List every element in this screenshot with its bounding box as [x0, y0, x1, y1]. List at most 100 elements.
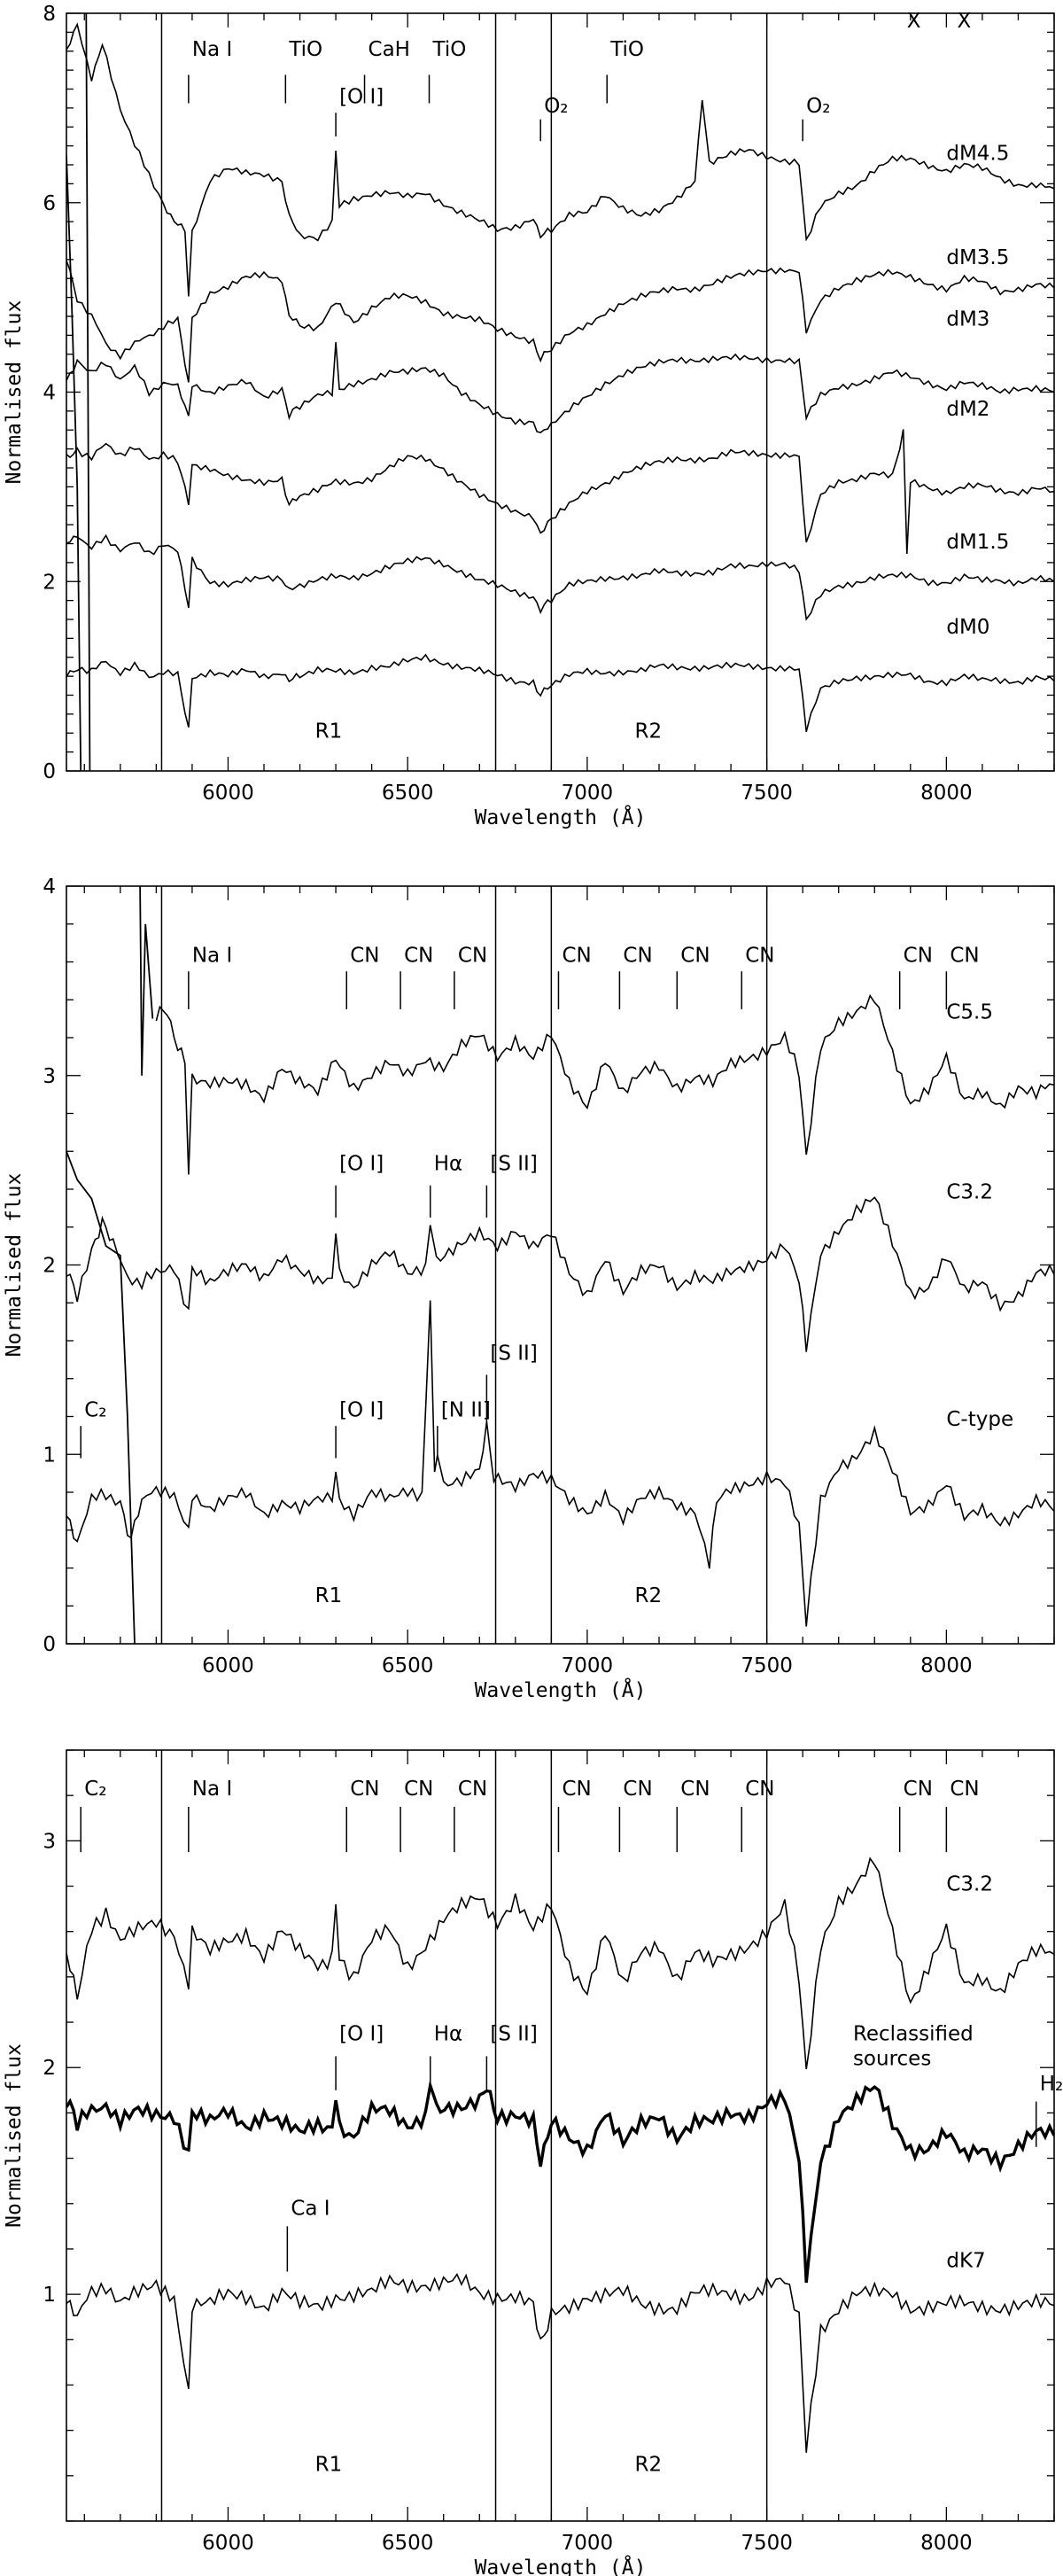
x-tick-label: 6500 — [382, 1654, 434, 1677]
line-annotation-ca-i: Ca I — [291, 2198, 330, 2221]
plot-frame — [66, 885, 1055, 1645]
line-annotation-cn: CN — [745, 1778, 774, 1801]
panel-middle-carbon-spectra: 6000 6500 7000 7500 8000 0 1 2 3 4 Wavelength (Å) N… — [3, 876, 1055, 1702]
line-annotation-s-ii: [S II] — [490, 1342, 537, 1365]
y-tick-label: 8 — [43, 3, 56, 26]
series-label-dm2: dM2 — [946, 398, 989, 421]
panel-top-dm-spectra: 6000 6500 7000 7500 8000 0 2 4 6 8 Wavelength (Å) N… — [3, 3, 1055, 829]
x-axis-label: Wavelength (Å) — [475, 1677, 647, 1702]
series-label-dm1-5: dM1.5 — [946, 531, 1009, 554]
series-label-dm3: dM3 — [946, 308, 989, 331]
spectrum-trace-segment — [85, 13, 91, 771]
x-tick-label: 8000 — [920, 2532, 973, 2555]
line-annotation-cn: CN — [623, 945, 652, 968]
x-tick-label: 8000 — [920, 782, 973, 805]
panel-bottom-reclassified-spectra: 6000 6500 7000 7500 8000 1 2 3 Wavelength (Å) Nor… — [3, 1749, 1063, 2576]
x-tick-label: 7000 — [562, 782, 614, 805]
series-line-c3-2 — [66, 1196, 1054, 1352]
line-annotation-cn: CN — [950, 945, 979, 968]
series-line-dm0 — [66, 653, 1054, 732]
line-annotation-tio: TiO — [432, 38, 467, 61]
line-annotation-c: C₂ — [84, 1778, 106, 1801]
series-line-dm3-5 — [66, 260, 1054, 383]
line-annotation-cn: CN — [623, 1778, 652, 1801]
series-label-c5-5: C5.5 — [946, 1001, 993, 1024]
x-tick-label: 6000 — [202, 1654, 254, 1677]
plot-content — [66, 1750, 1054, 2521]
line-annotation-cn: CN — [458, 945, 487, 968]
x-tick-label: 6000 — [202, 782, 254, 805]
series-label-c-type: C-type — [946, 1408, 1013, 1431]
line-annotation-h: Hα — [434, 1153, 462, 1176]
line-annotation-cn: CN — [404, 1778, 433, 1801]
series-line-dm2 — [66, 429, 1054, 555]
line-annotation-o: O₂ — [806, 95, 830, 118]
region-label-r2: R2 — [635, 720, 663, 743]
line-annotation-cn: CN — [350, 945, 379, 968]
y-tick-label: 2 — [43, 571, 56, 594]
x-tick-label: 6000 — [202, 2532, 254, 2555]
line-annotation-s-ii: [S II] — [490, 2023, 537, 2046]
x-tick-label: 7500 — [741, 782, 793, 805]
line-annotation-x: X — [907, 10, 921, 33]
line-annotation-cn: CN — [562, 1778, 591, 1801]
line-annotation-n-ii: [N II] — [441, 1399, 491, 1422]
line-annotation-na-i: Na I — [192, 38, 232, 61]
x-tick-label: 6500 — [382, 782, 434, 805]
x-tick-label: 7000 — [562, 2532, 614, 2555]
series-line-c5-5 — [155, 993, 1054, 1175]
line-annotation-h-o: H₂O — [1040, 2073, 1063, 2096]
series-line-dm1-5 — [66, 533, 1054, 621]
y-axis-label: Normalised flux — [3, 300, 26, 485]
line-annotation-x: X — [957, 10, 971, 33]
y-tick-label: 2 — [43, 2057, 56, 2080]
x-tick-label: 7500 — [741, 1654, 793, 1677]
plot-content — [66, 886, 1054, 1644]
y-axis-label: Normalised flux — [3, 2043, 26, 2228]
line-annotation-s-ii: [S II] — [490, 1153, 537, 1176]
series-line-dk7 — [66, 2272, 1054, 2453]
line-annotation-c: C₂ — [84, 1399, 106, 1422]
x-axis-label: Wavelength (Å) — [475, 2555, 647, 2576]
line-annotation-cn: CN — [458, 1778, 487, 1801]
spectrum-trace-segment — [66, 1150, 136, 1644]
y-tick-label: 4 — [43, 876, 56, 899]
legend-text-reclassified: Reclassified — [853, 2023, 974, 2046]
line-annotation-o-i: [O I] — [339, 1399, 384, 1422]
series-label-dk7: dK7 — [946, 2249, 985, 2272]
line-annotation-o: O₂ — [544, 95, 568, 118]
plot-content — [66, 13, 1054, 771]
line-annotation-cn: CN — [904, 1778, 933, 1801]
line-annotation-cn: CN — [562, 945, 591, 968]
line-annotation-cn: CN — [404, 945, 433, 968]
line-annotation-tio: TiO — [609, 38, 644, 61]
x-tick-label: 8000 — [920, 1654, 973, 1677]
region-label-r1: R1 — [315, 1584, 343, 1607]
line-annotation-cn: CN — [745, 945, 774, 968]
region-label-r2: R2 — [635, 2454, 663, 2477]
region-label-r2: R2 — [635, 1584, 663, 1607]
y-tick-label: 0 — [43, 760, 56, 783]
series-label-dm3-5: dM3.5 — [946, 246, 1009, 269]
line-annotation-cah: CaH — [369, 38, 410, 61]
line-annotation-tio: TiO — [288, 38, 322, 61]
y-tick-label: 1 — [43, 2284, 56, 2307]
region-label-r1: R1 — [315, 2454, 343, 2477]
series-label-c3-2: C3.2 — [946, 1873, 993, 1896]
series-label-c3-2: C3.2 — [946, 1181, 993, 1204]
line-annotation-cn: CN — [904, 945, 933, 968]
y-tick-label: 3 — [43, 1065, 56, 1088]
y-tick-label: 3 — [43, 1830, 56, 1853]
line-annotation-o-i: [O I] — [339, 86, 384, 109]
series-line-dm4-5 — [66, 22, 1054, 297]
series-line-dm3 — [66, 342, 1054, 433]
x-tick-label: 6500 — [382, 2532, 434, 2555]
spectrum-trace-segment — [139, 886, 154, 1076]
y-axis-label: Normalised flux — [3, 1173, 26, 1358]
y-tick-label: 2 — [43, 1255, 56, 1278]
line-annotation-o-i: [O I] — [339, 2023, 384, 2046]
line-annotation-h: Hα — [434, 2023, 462, 2046]
line-annotation-cn: CN — [680, 1778, 710, 1801]
line-annotation-cn: CN — [680, 945, 710, 968]
